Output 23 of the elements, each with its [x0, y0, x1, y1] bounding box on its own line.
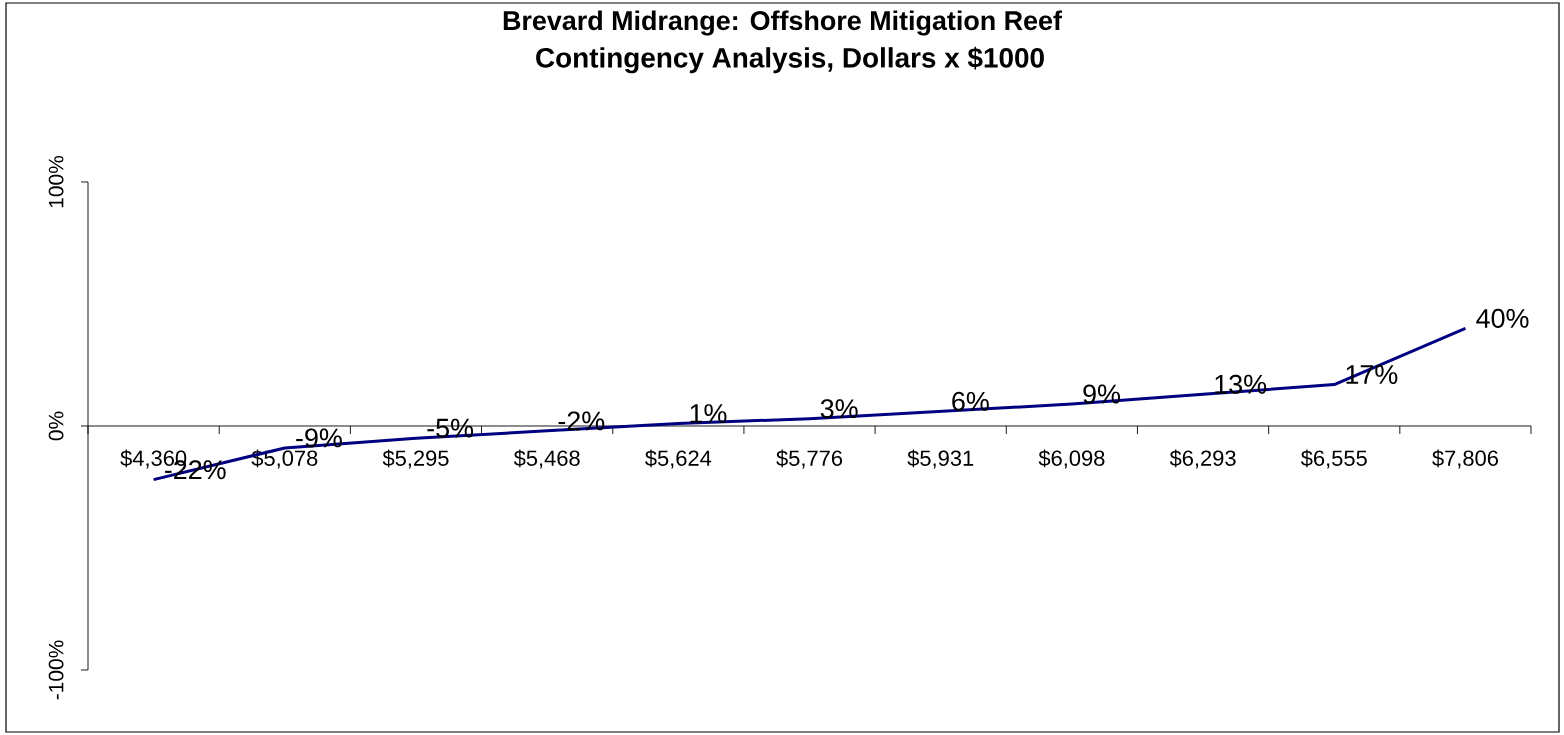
x-tick-label: $5,468: [513, 449, 580, 469]
x-tick-label: $7,806: [1432, 449, 1498, 469]
x-tick-label: $5,624: [645, 449, 712, 469]
chart-title: Brevard Midrange: Offshore Mitigation Reef: [503, 10, 1063, 36]
data-label: -2%: [558, 411, 605, 431]
data-label: 1%: [690, 404, 727, 423]
x-tick-label: $5,776: [776, 449, 843, 469]
data-label: -9%: [296, 428, 342, 448]
data-label: 13%: [1215, 374, 1267, 394]
x-tick-label: $6,098: [1038, 449, 1105, 469]
data-label: 6%: [952, 391, 989, 411]
y-tick-label: 100%: [48, 155, 64, 208]
data-label: 9%: [1083, 384, 1120, 404]
x-tick-label: $6,293: [1169, 449, 1236, 469]
data-label: -5%: [427, 418, 474, 438]
y-tick-label: -100%: [48, 640, 64, 700]
x-tick-label: $5,931: [907, 449, 974, 469]
data-label: 40%: [1476, 308, 1529, 328]
x-tick-label: $5,295: [382, 449, 449, 469]
y-tick-label: 0%: [48, 411, 64, 441]
x-tick-label: $6,555: [1300, 449, 1367, 469]
chart-subtitle: Contingency Analysis, Dollars x $1000: [536, 46, 1044, 74]
data-label: 3%: [820, 399, 858, 419]
